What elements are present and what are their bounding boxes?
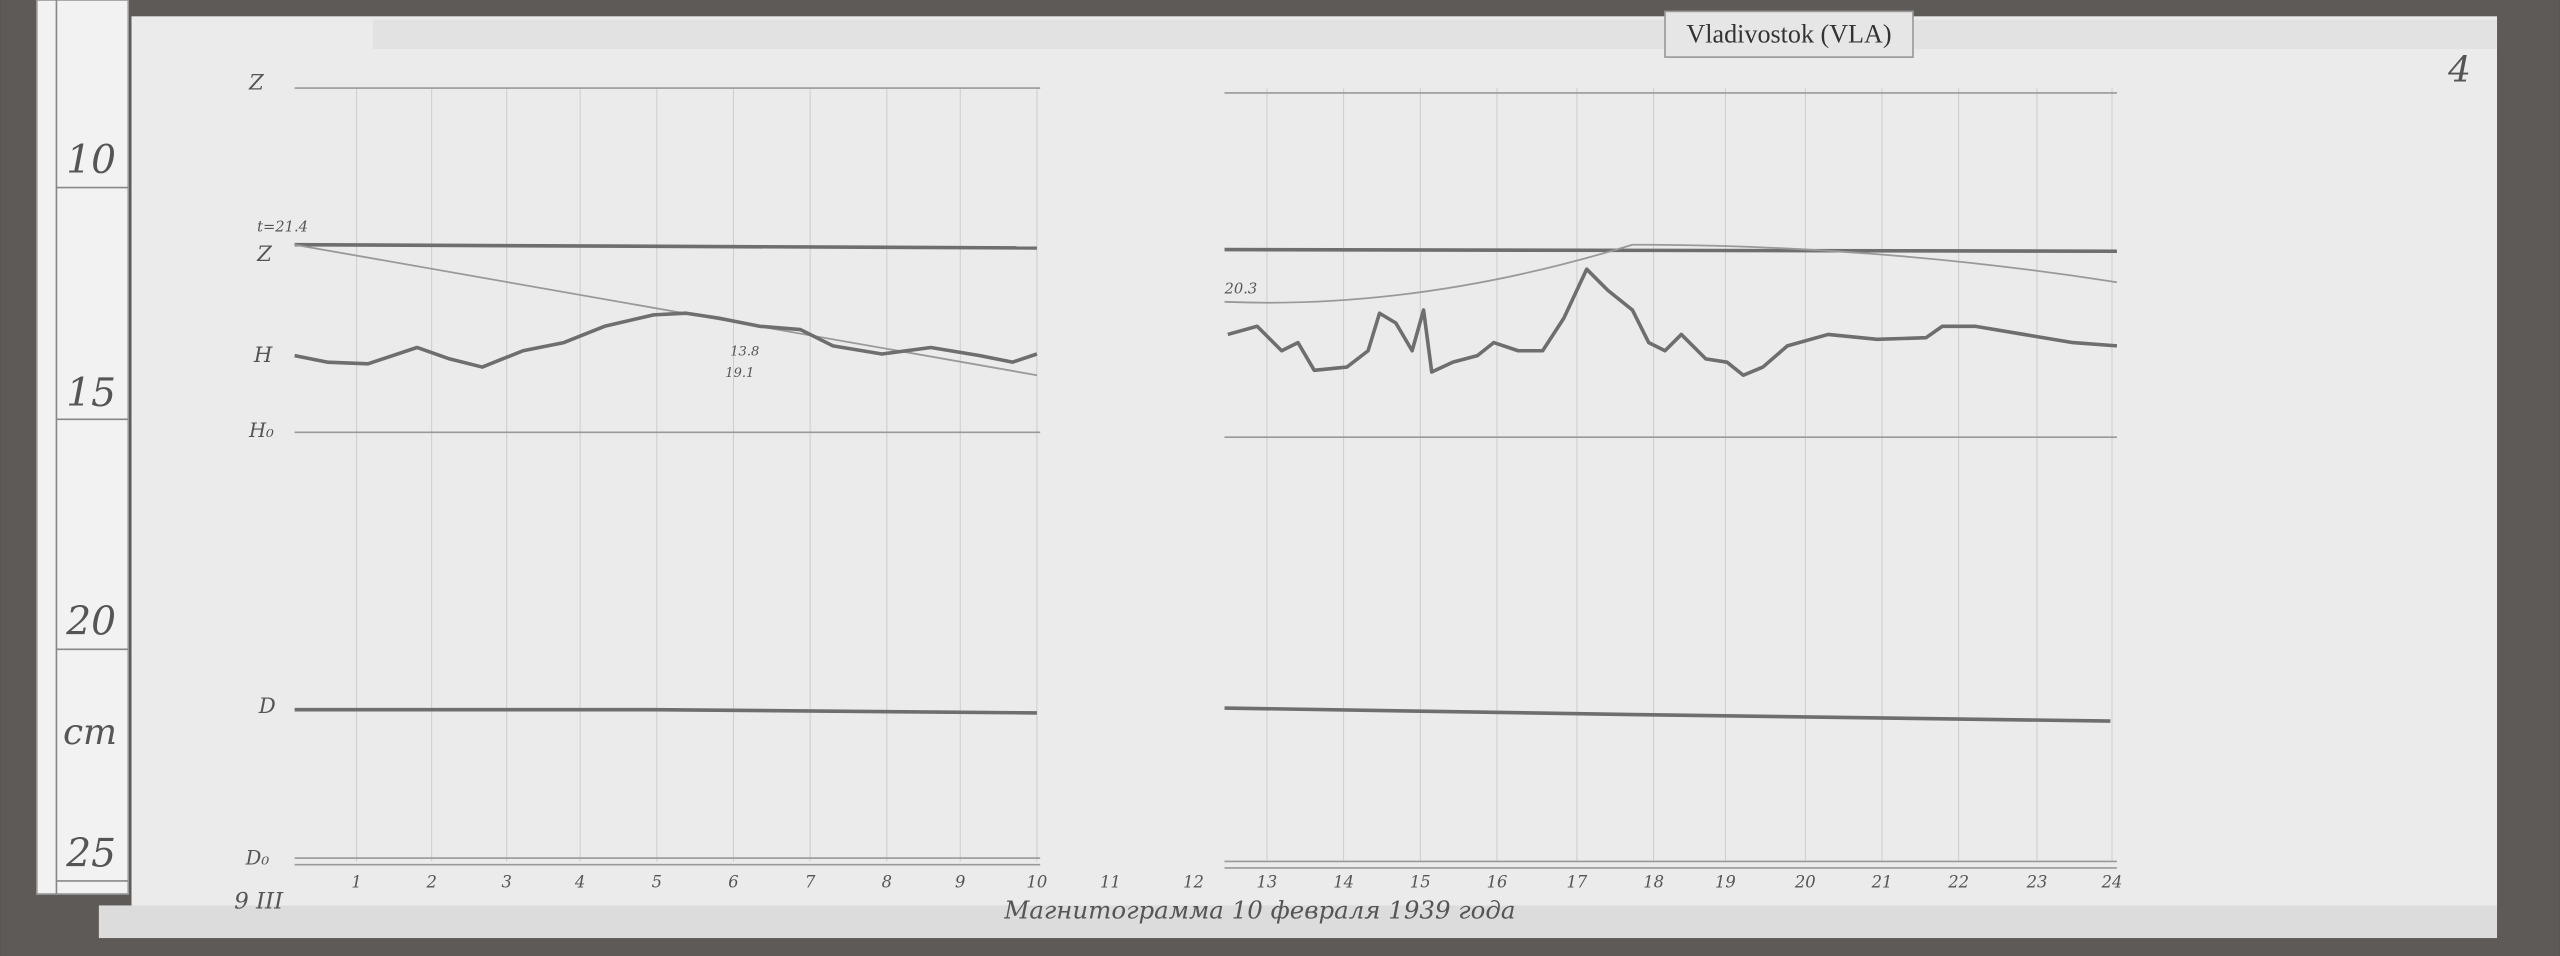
hour-label: 11 (1100, 872, 1121, 891)
paper-bottom (98, 905, 2498, 939)
ruler-ticks (55, 0, 129, 895)
hour-label: 13 (1257, 872, 1278, 891)
hour-label: 5 (652, 872, 662, 891)
annotation: 13.8 (730, 345, 759, 360)
hour-label: 12 (1183, 872, 1204, 891)
trace-label: Z (248, 70, 265, 95)
station-label-box (1664, 10, 1914, 58)
hour-label: 17 (1567, 872, 1588, 891)
trace-label: Z (256, 241, 273, 266)
ruler-mark: 25 (65, 831, 116, 876)
hour-label: 8 (882, 872, 892, 891)
paper-strip (372, 19, 2498, 49)
hour-label: 18 (1643, 872, 1664, 891)
hour-label: 7 (805, 872, 816, 891)
ruler (36, 0, 130, 895)
hour-label: 22 (1947, 872, 1969, 891)
hour-label: 2 (425, 872, 436, 891)
caption: Магнитограмма 10 февраля 1939 года (1003, 895, 1515, 924)
hour-label: 19 (1715, 872, 1736, 891)
ruler-mark: 10 (66, 138, 116, 183)
plate-number: 9 III (234, 889, 284, 915)
hour-grid (356, 88, 2113, 862)
annotation: 20.3 (1224, 281, 1258, 298)
hour-label: 4 (574, 872, 585, 891)
paper (131, 16, 2498, 930)
hour-label: 21 (1871, 872, 1893, 891)
hour-label: 15 (1410, 872, 1431, 891)
baselines (294, 87, 2117, 869)
traces (294, 242, 2118, 723)
hour-label: 9 (955, 872, 965, 891)
ruler-mark: 20 (65, 600, 116, 645)
ruler-unit: cm (63, 712, 117, 753)
annotation: 19.1 (725, 366, 754, 381)
trace-label: H (253, 342, 273, 367)
hour-label: 1 (351, 872, 361, 891)
hour-label: 10 (1027, 872, 1048, 891)
station-label: Vladivostok (VLA) (1686, 19, 1891, 48)
hour-label: 16 (1487, 872, 1508, 891)
ruler-mark: 15 (66, 371, 116, 416)
hour-label: 23 (2026, 872, 2048, 891)
hour-label: 20 (1794, 872, 1816, 891)
trace-label: D₀ (245, 847, 270, 870)
trace-note: t=21.4 (257, 219, 308, 236)
hour-label: 14 (1333, 872, 1354, 891)
hour-label: 24 (2101, 872, 2123, 891)
page-number: 4 (2447, 50, 2471, 91)
hour-label: 3 (502, 872, 512, 891)
trace-label: H₀ (248, 419, 274, 442)
trace-label: D (258, 693, 276, 718)
hour-label: 6 (728, 872, 738, 891)
labels: 10 15 20 cm 25 Z t=21.4 Z H H₀ D D₀ 13.8… (63, 70, 2122, 925)
